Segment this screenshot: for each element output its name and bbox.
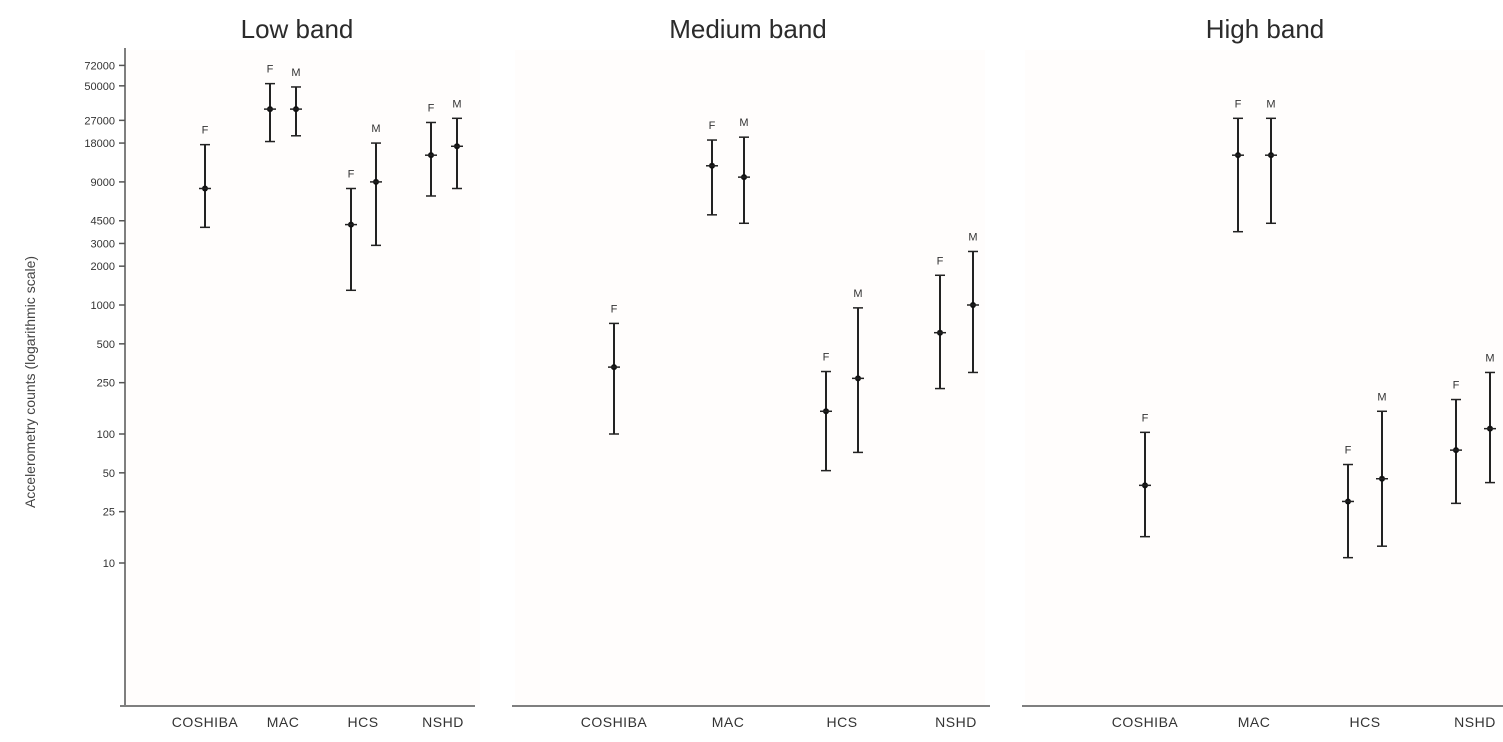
x-category-label: HCS bbox=[826, 714, 857, 730]
y-tick-label: 50 bbox=[103, 468, 115, 480]
sex-label: F bbox=[1142, 412, 1149, 424]
panel-background bbox=[515, 50, 985, 705]
sex-label: F bbox=[202, 125, 209, 137]
sex-label: M bbox=[371, 123, 380, 135]
x-category-label: NSHD bbox=[1454, 714, 1496, 730]
x-category-label: MAC bbox=[267, 714, 300, 730]
y-tick-label: 72000 bbox=[84, 60, 115, 72]
sex-label: M bbox=[739, 117, 748, 129]
y-tick-label: 2000 bbox=[91, 261, 115, 273]
sex-label: F bbox=[1235, 98, 1242, 110]
x-category-label: HCS bbox=[1349, 714, 1380, 730]
panel-title: Low band bbox=[241, 14, 354, 44]
x-category-label: COSHIBA bbox=[581, 714, 648, 730]
x-category-label: COSHIBA bbox=[1112, 714, 1179, 730]
sex-label: F bbox=[267, 64, 274, 76]
sex-label: M bbox=[1266, 98, 1275, 110]
sex-label: M bbox=[968, 231, 977, 243]
sex-label: F bbox=[428, 102, 435, 114]
x-category-label: HCS bbox=[347, 714, 378, 730]
x-category-label: NSHD bbox=[935, 714, 977, 730]
sex-label: M bbox=[1485, 352, 1494, 364]
y-tick-label: 18000 bbox=[84, 138, 115, 150]
sex-label: F bbox=[1453, 380, 1460, 392]
sex-label: M bbox=[853, 288, 862, 300]
sex-label: F bbox=[611, 303, 618, 315]
panel-title: Medium band bbox=[669, 14, 827, 44]
sex-label: F bbox=[1345, 445, 1352, 457]
panel-title: High band bbox=[1206, 14, 1325, 44]
sex-label: F bbox=[709, 120, 716, 132]
panel-background bbox=[1025, 50, 1503, 705]
x-category-label: MAC bbox=[712, 714, 745, 730]
sex-label: M bbox=[291, 67, 300, 79]
y-tick-label: 10 bbox=[103, 558, 115, 570]
y-tick-label: 3000 bbox=[91, 238, 115, 250]
y-axis-title: Accelerometry counts (logarithmic scale) bbox=[22, 256, 38, 508]
y-tick-label: 100 bbox=[97, 429, 115, 441]
sex-label: F bbox=[348, 169, 355, 181]
y-tick-label: 250 bbox=[97, 378, 115, 390]
sex-label: M bbox=[452, 98, 461, 110]
sex-label: F bbox=[823, 352, 830, 364]
x-category-label: COSHIBA bbox=[172, 714, 239, 730]
y-tick-label: 25 bbox=[103, 507, 115, 519]
y-tick-label: 50000 bbox=[84, 81, 115, 93]
y-tick-label: 27000 bbox=[84, 115, 115, 127]
sex-label: F bbox=[937, 255, 944, 267]
y-tick-label: 1000 bbox=[91, 300, 115, 312]
x-category-label: NSHD bbox=[422, 714, 464, 730]
y-tick-label: 4500 bbox=[91, 216, 115, 228]
y-tick-label: 9000 bbox=[91, 177, 115, 189]
panel-background bbox=[125, 50, 480, 705]
sex-label: M bbox=[1377, 391, 1386, 403]
x-category-label: MAC bbox=[1238, 714, 1271, 730]
y-tick-label: 500 bbox=[97, 339, 115, 351]
